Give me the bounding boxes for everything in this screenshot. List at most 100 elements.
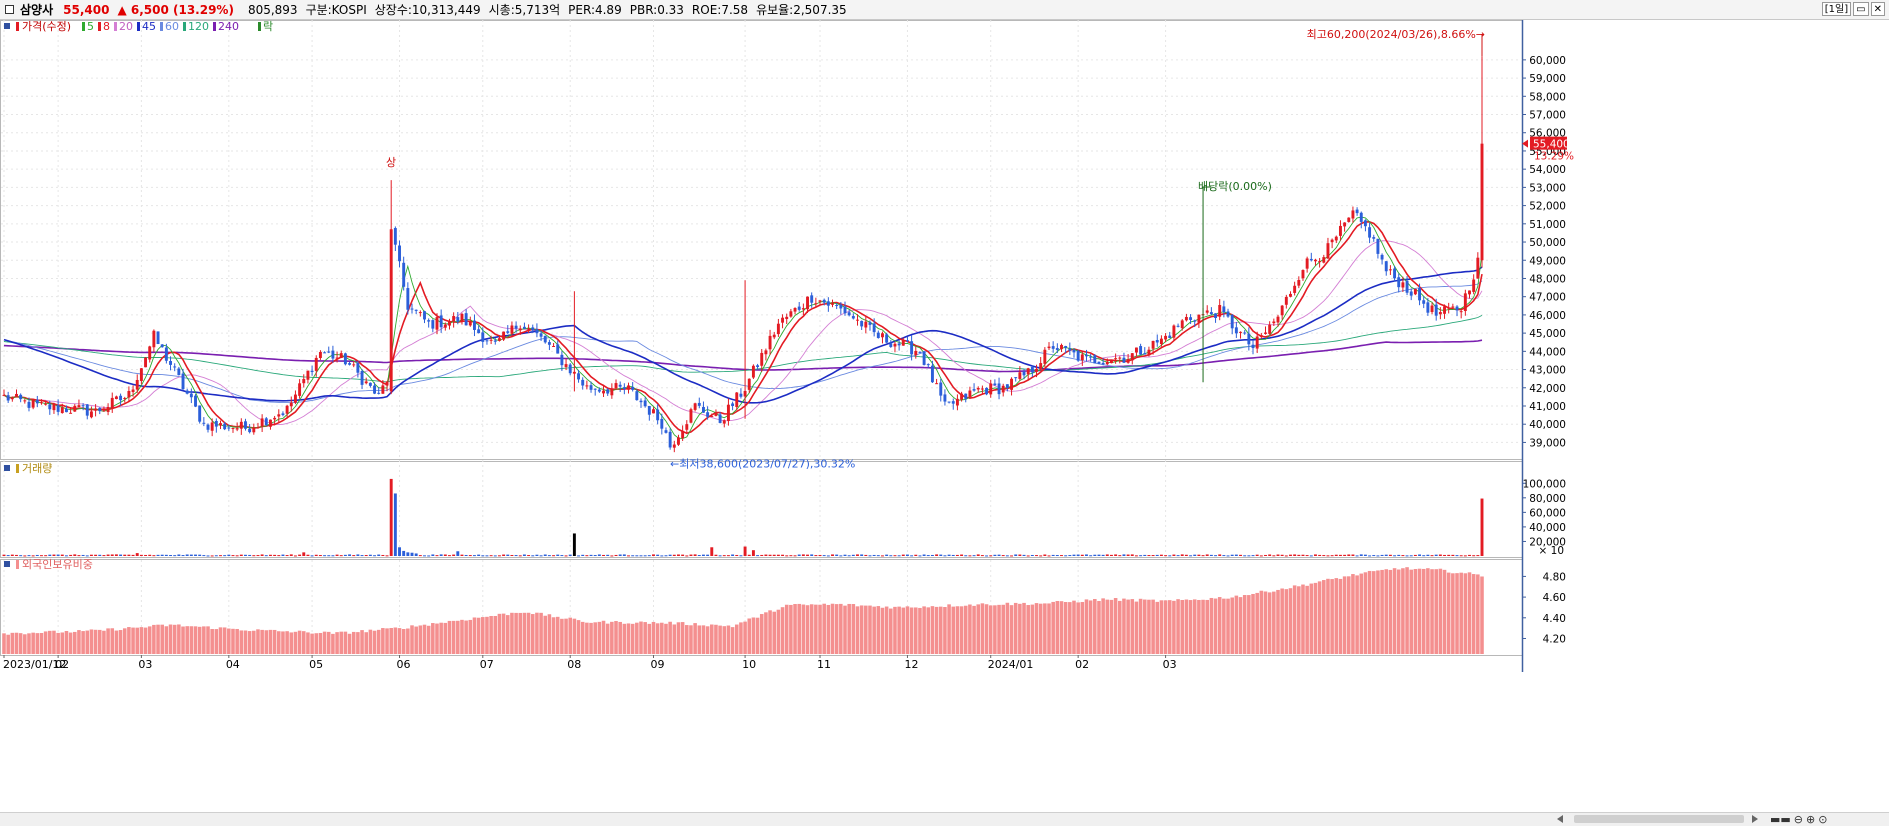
volume-bar [864,554,868,556]
volume-bar [1480,498,1484,556]
foreign-ratio-bar [106,628,110,654]
candle-body [423,311,426,320]
foreign-legend: 외국인보유비중 [4,558,93,571]
volume-bar [15,554,18,556]
candle-body [739,393,743,397]
candle-body [1376,238,1380,254]
chart-scrollbar[interactable]: ▬▬ ⊖ ⊕ ⊙ [0,812,1889,826]
volume-bar [1239,554,1242,556]
foreign-ratio-bar [443,622,448,654]
legend-panel-icon[interactable] [4,23,10,29]
listed-shares: 상장수:10,313,449 [374,3,481,17]
foreign-ratio-bar [722,626,727,654]
volume-bar [27,555,31,557]
foreign-ratio-bar [834,604,839,654]
foreign-ratio-bar [1192,599,1197,654]
foreign-panel-icon[interactable] [4,561,10,567]
x-tick-label: 04 [226,658,240,671]
volume-bar [89,554,93,556]
volume-bar [1380,554,1384,556]
foreign-ratio-bar [339,631,344,654]
zoom-in-icon[interactable]: ⊕ [1806,813,1816,826]
volume-bar [843,554,847,556]
volume-bar [1072,554,1076,556]
volume-bar [289,554,293,556]
legend-ma5-label: 5 [87,20,94,33]
volume-bar [818,554,822,556]
volume-bar [110,554,114,556]
candle-body [989,383,993,395]
volume-tick-label: 100,000 [1523,478,1566,490]
volume-bar [1047,555,1051,557]
foreign-ratio-bar [1396,569,1401,654]
foreign-ratio-bar [406,628,410,654]
volume-bar [1384,554,1388,556]
candle-body [489,339,493,341]
restore-icon[interactable]: ▭ [1853,2,1869,16]
market-type: 구분:KOSPI [305,3,367,17]
close-icon[interactable]: ✕ [1870,2,1885,16]
volume-bar [1035,555,1038,557]
candle-body [1472,279,1476,292]
candle-body [1101,362,1105,365]
volume-bar [518,555,522,557]
candle-body [1343,222,1347,227]
candle-body [1222,306,1226,313]
volume-bar [726,555,730,557]
volume-bar [1426,554,1430,556]
foreign-ratio-bar [160,624,164,654]
volume-tick-label: 20,000 [1529,536,1566,548]
foreign-ratio-bar [1392,568,1397,654]
x-tick-label: 02 [55,658,69,671]
volume-bar [1168,555,1172,557]
foreign-ratio-bar [364,632,368,654]
volume-bar [6,555,10,557]
volume-bar [502,554,506,556]
candle-body [872,323,876,333]
foreign-ratio-bar [959,606,964,654]
zoom-out-icon[interactable]: ⊖ [1793,813,1804,826]
volume-bar [139,554,143,556]
panel-menu-icon[interactable] [5,5,14,14]
candle-body [939,382,943,396]
last-price-pointer [1522,139,1528,148]
volume-bar [1443,554,1446,556]
zoom-slider-icon[interactable]: ▬▬ [1770,813,1791,826]
scroll-thumb[interactable] [1574,815,1744,823]
period-button[interactable]: [1일] [1821,2,1852,16]
foreign-ratio-bar [1022,602,1026,654]
scroll-left-arrow-icon[interactable] [1557,815,1563,823]
volume-bar [1372,555,1376,557]
candle-body [1193,320,1197,322]
foreign-ratio-bar [526,612,531,654]
foreign-ratio-bar [1338,578,1343,654]
price-tick-label: 51,000 [1529,219,1566,231]
candle-body [1455,306,1459,311]
x-tick-label: 2023/01/12 [3,658,66,671]
volume-bar [1060,555,1063,557]
moving-average-240 [3,339,1483,373]
volume-panel-icon[interactable] [4,465,10,471]
foreign-tick-label: 4.20 [1543,633,1566,645]
foreign-ratio-bar [1180,599,1185,654]
foreign-ratio-bar [1217,597,1222,654]
candle-body [747,378,751,390]
scroll-right-arrow-icon[interactable] [1752,815,1758,823]
candle-body [1330,239,1334,243]
volume-bar [293,555,297,557]
candle-body [818,300,822,302]
volume-bar [718,555,722,557]
volume-bar [252,555,256,557]
foreign-ratio-bar [1288,588,1293,654]
volume-bar [1014,554,1018,556]
zoom-reset-icon[interactable]: ⊙ [1818,813,1828,826]
candle-body [997,383,1001,395]
volume-bar [235,555,239,557]
volume-bar [181,555,185,557]
stock-name: 삼양사 [20,3,54,17]
volume-bar [393,493,397,556]
foreign-ratio-bar [318,632,323,654]
volume-bar [980,555,984,557]
volume-bar [352,555,356,557]
